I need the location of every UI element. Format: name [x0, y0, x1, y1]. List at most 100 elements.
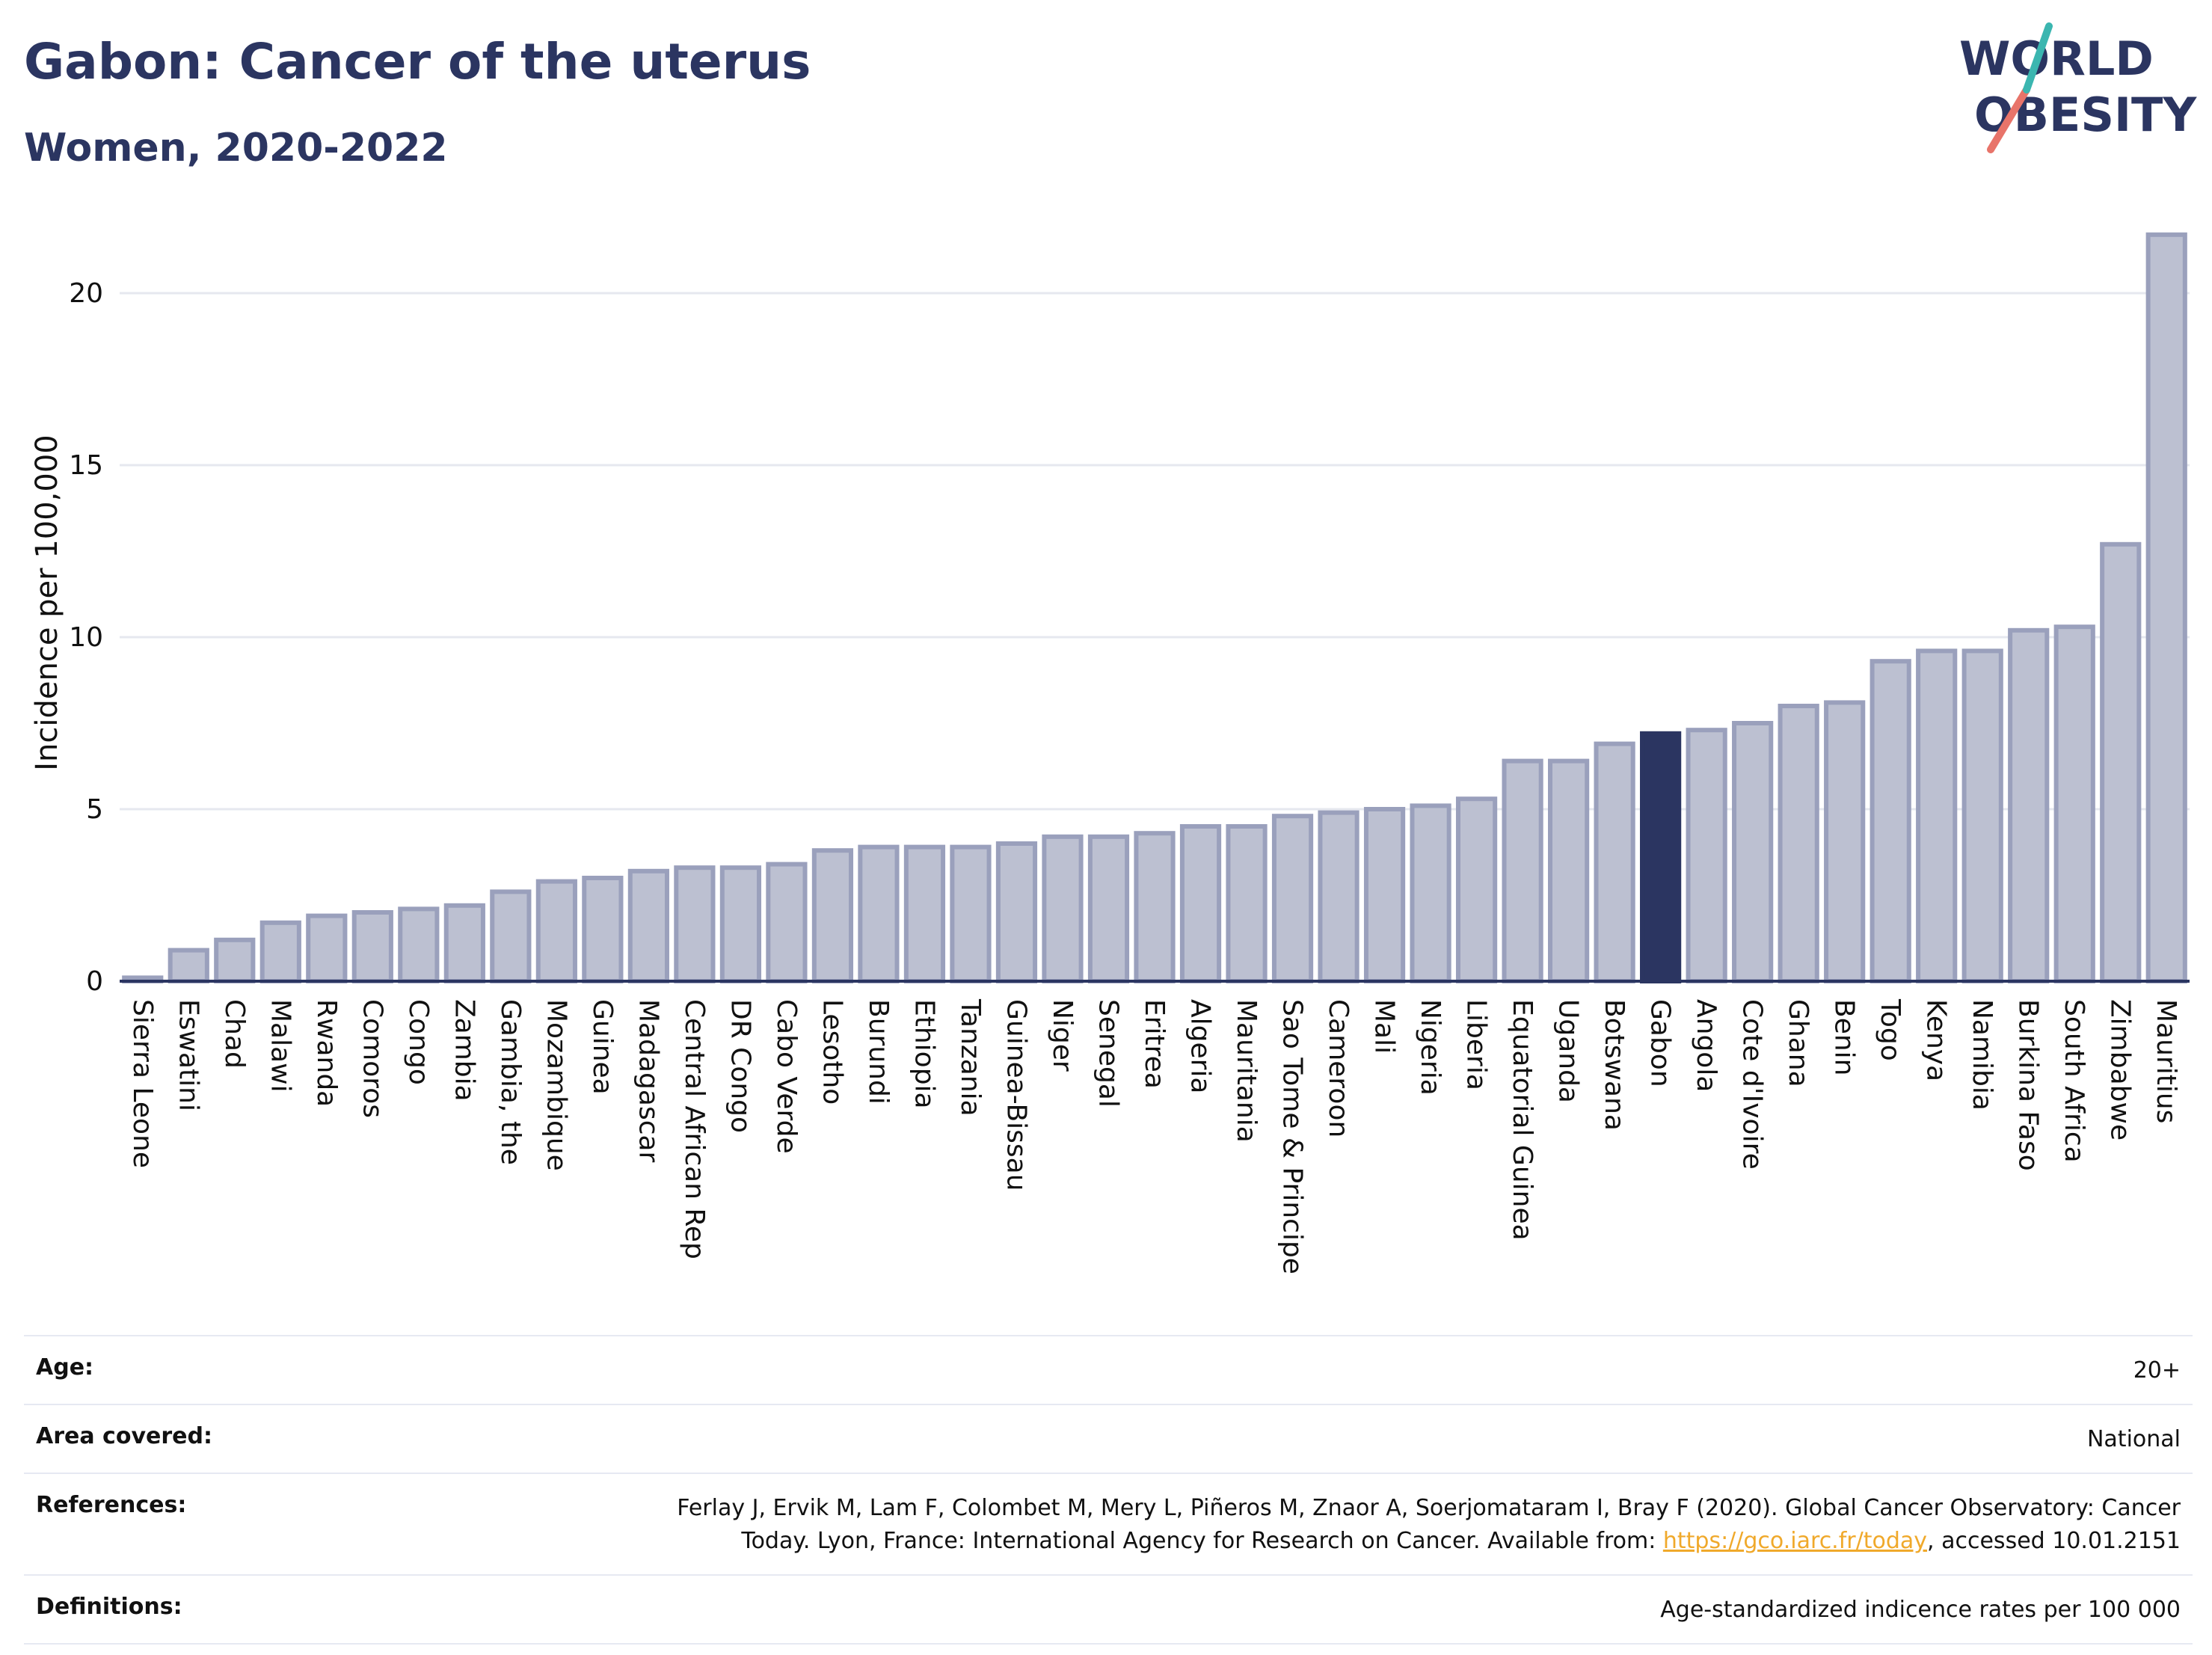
x-tick-label: Gabon: [1645, 999, 1676, 1087]
bar: [2053, 624, 2095, 983]
bar: [1410, 803, 1451, 984]
x-tick-label: Mauritius: [2151, 999, 2181, 1123]
bar: [627, 868, 669, 984]
bar: [2145, 232, 2187, 983]
bar: [1732, 721, 1774, 983]
x-tick-label: Eritrea: [1139, 999, 1170, 1089]
x-tick-label: Burkina Faso: [2013, 999, 2044, 1171]
info-table: Age: 20+ Area covered: National Referenc…: [24, 1335, 2193, 1645]
x-tick-label: Mozambique: [541, 999, 571, 1171]
bar: [858, 844, 900, 983]
bar: [1502, 758, 1543, 983]
y-tick-label: 15: [69, 450, 103, 481]
x-tick-label: South Africa: [2059, 999, 2089, 1163]
x-tick-label: Cameroon: [1323, 999, 1354, 1137]
bar: [2008, 627, 2050, 983]
definitions-value: Age-standardized indicence rates per 100…: [1660, 1597, 2181, 1623]
logo-slash-lower: [1987, 86, 2030, 153]
y-tick-label: 5: [86, 794, 103, 825]
x-tick-label: Lesotho: [817, 999, 847, 1105]
x-tick-label: Madagascar: [633, 999, 663, 1163]
world-obesity-logo: WORLD OBESITY: [1959, 22, 2197, 153]
x-tick-label: Angola: [1691, 999, 1721, 1092]
x-tick-label: Namibia: [1967, 999, 1997, 1111]
x-tick-label: Algeria: [1185, 999, 1216, 1094]
x-tick-label: Congo: [403, 999, 434, 1085]
x-tick-label: Malawi: [265, 999, 295, 1093]
bar: [811, 848, 854, 983]
x-tick-label: Zimbabwe: [2105, 999, 2136, 1140]
area-value: National: [2086, 1426, 2181, 1452]
bar: [766, 862, 808, 983]
x-tick-label: Kenya: [1921, 999, 1952, 1081]
x-tick-label: Rwanda: [311, 999, 342, 1107]
bar: [1916, 648, 1958, 984]
bar: [1179, 824, 1222, 983]
bar: [2100, 541, 2142, 983]
bar: [1087, 834, 1130, 984]
x-tick-label: Benin: [1829, 999, 1860, 1075]
bar: [582, 876, 624, 983]
bar: [1271, 814, 1314, 983]
x-tick-label: Togo: [1875, 998, 1905, 1061]
x-tick-label: Tanzania: [955, 998, 986, 1117]
age-label: Age:: [36, 1354, 94, 1381]
x-tick-label: Sao Tome & Principe: [1277, 999, 1308, 1274]
x-tick-label: Nigeria: [1415, 999, 1446, 1096]
references-link[interactable]: https://gco.iarc.fr/today: [1662, 1528, 1928, 1554]
x-tick-label: Mauritania: [1231, 999, 1262, 1143]
x-tick-label: Cote d'Ivoire: [1737, 999, 1768, 1170]
references-text-3: , accessed 10.01.2151: [1927, 1528, 2181, 1554]
x-tick-label: DR Congo: [725, 999, 755, 1133]
x-tick-label: Liberia: [1461, 999, 1492, 1090]
bar-chart: 0 5 10 15 20 Incidence per 100,000 Sierra Leon…: [30, 232, 2190, 1274]
info-row-definitions: Definitions: Age-standardized indicence …: [24, 1574, 2193, 1645]
x-tick-label: Zambia: [449, 999, 479, 1102]
bar: [1870, 659, 1911, 983]
bar: [351, 910, 393, 983]
info-row-area: Area covered: National: [24, 1404, 2193, 1473]
bar: [1318, 810, 1360, 983]
x-tick-label: Comoros: [357, 999, 387, 1118]
bar: [1547, 758, 1590, 983]
bar: [398, 906, 440, 984]
references-value: Ferlay J, Ervik M, Lam F, Colombet M, Me…: [677, 1492, 2181, 1558]
bar: [719, 865, 762, 983]
x-tick-label: Central African Rep: [679, 999, 710, 1259]
bar: [1363, 807, 1406, 983]
x-tick-label: Eswatini: [173, 999, 203, 1111]
age-value: 20+: [2133, 1357, 2181, 1384]
bar: [168, 948, 209, 983]
bar: [1686, 728, 1727, 983]
logo-line1: WORLD: [1959, 31, 2154, 86]
bar: [535, 879, 577, 983]
bar: [490, 889, 532, 984]
bar: [306, 913, 348, 983]
y-tick-label: 10: [69, 622, 103, 653]
page-subtitle: Women, 2020-2022: [24, 126, 448, 171]
x-tick-label: Guinea-Bissau: [1001, 999, 1031, 1191]
x-tick-label: Cabo Verde: [771, 999, 802, 1154]
x-tick-label: Gambia, the: [495, 999, 526, 1165]
x-tick-label: Chad: [219, 999, 250, 1069]
y-tick-label: 0: [86, 966, 103, 997]
bar: [950, 844, 992, 983]
y-tick-label: 20: [69, 278, 103, 309]
bar: [1778, 704, 1819, 983]
bar: [1594, 741, 1635, 983]
area-label: Area covered:: [36, 1423, 212, 1449]
bar: [995, 841, 1038, 983]
bar: [903, 844, 946, 983]
bar: [674, 865, 716, 983]
bar: [1455, 796, 1498, 983]
references-text-1: Ferlay J, Ervik M, Lam F, Colombet M, Me…: [677, 1495, 2181, 1521]
y-axis-label: Incidence per 100,000: [30, 435, 64, 771]
x-tick-label: Senegal: [1093, 999, 1123, 1108]
x-tick-label: Ethiopia: [909, 999, 939, 1109]
bar: [1824, 700, 1866, 984]
definitions-label: Definitions:: [36, 1594, 182, 1620]
logo-slash-upper: [2023, 22, 2053, 93]
x-tick-label: Botswana: [1599, 999, 1629, 1131]
x-tick-label: Equatorial Guinea: [1507, 999, 1537, 1241]
x-tick-label: Ghana: [1783, 999, 1813, 1087]
